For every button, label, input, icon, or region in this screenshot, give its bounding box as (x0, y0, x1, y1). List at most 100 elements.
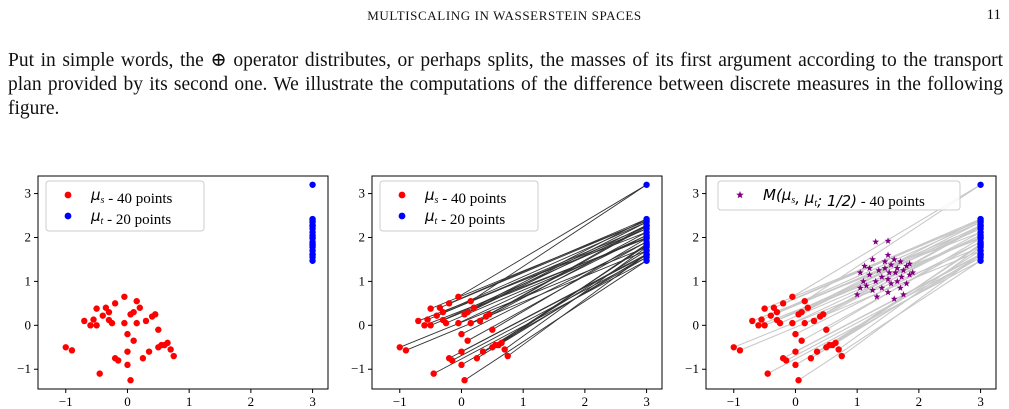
midpoint-star (906, 271, 914, 278)
midpoint-star (896, 258, 904, 265)
midpoint-star (875, 266, 883, 274)
target-point (643, 223, 650, 230)
transport-line (801, 221, 981, 313)
transport-line (798, 224, 981, 315)
source-point (776, 319, 784, 327)
legend-marker-dot (64, 191, 72, 199)
legend-label: μs - 40 points (90, 186, 173, 207)
source-point (455, 319, 462, 327)
transport-line (492, 237, 647, 331)
midpoint-star (890, 295, 898, 302)
source-point (427, 305, 434, 312)
midpoint-star (896, 284, 904, 291)
midpoint-star (861, 262, 868, 269)
target-point (643, 217, 650, 224)
midpoint-star (881, 258, 889, 265)
source-point (96, 370, 103, 377)
legend: M(μs, μt; 1/2) - 40 points (717, 180, 961, 211)
source-point (458, 330, 465, 338)
source-point (838, 352, 845, 360)
source-point (820, 311, 827, 318)
source-point (396, 344, 403, 351)
y-tick-label: 2 (693, 229, 700, 244)
legend-marker-star (736, 191, 744, 199)
source-point (504, 352, 511, 360)
source-point (145, 348, 153, 355)
y-tick-label: 0 (25, 317, 32, 332)
target-point (309, 217, 316, 224)
legend-label: μt - 20 points (424, 207, 505, 228)
transport-line (473, 218, 647, 309)
midpoint-star (906, 260, 914, 267)
source-point (142, 317, 150, 325)
source-point (755, 322, 762, 329)
transport-line (773, 220, 981, 309)
source-point (479, 348, 487, 355)
source-point (467, 297, 474, 305)
transport-line (501, 243, 647, 344)
midpoint-star (859, 277, 867, 285)
source-point (458, 348, 465, 355)
target-points (977, 181, 984, 264)
transport-line (838, 246, 981, 350)
source-point (792, 348, 799, 355)
source-point (121, 319, 128, 327)
source-point (792, 330, 799, 338)
x-tick-label: 0 (792, 394, 799, 409)
source-point (795, 377, 802, 384)
midpoint-star (856, 269, 864, 276)
midpoint-star (903, 280, 910, 287)
legend-text-part: - 40 points (438, 191, 506, 207)
legend-text-part: - 40 points (104, 191, 172, 207)
source-point (489, 326, 496, 333)
midpoint-star (872, 277, 880, 285)
transport-line (782, 218, 981, 304)
target-point (977, 234, 984, 241)
legend-box (45, 180, 205, 232)
x-tick-label: 2 (582, 394, 589, 409)
midpoint-star (890, 255, 898, 263)
source-point (439, 308, 447, 316)
source-point (458, 361, 465, 369)
transport-line (489, 224, 647, 315)
target-points (309, 181, 316, 264)
legend-label: μs - 40 points (424, 186, 507, 207)
source-point (798, 337, 805, 344)
x-tick-label: 2 (248, 394, 255, 409)
transport-lines (399, 184, 647, 381)
source-point (764, 370, 771, 377)
source-point (832, 339, 839, 347)
target-point (977, 257, 984, 264)
target-point (977, 251, 984, 259)
y-tick-label: −1 (17, 361, 31, 376)
legend-text-part: μ (424, 186, 435, 204)
y-tick-label: 1 (359, 273, 366, 288)
source-point (779, 300, 787, 307)
source-point (124, 330, 131, 338)
x-tick-label: 3 (309, 394, 316, 409)
source-points (62, 293, 177, 384)
source-point (136, 304, 144, 311)
source-point (402, 347, 410, 354)
source-point (124, 361, 131, 369)
midpoint-star (893, 264, 901, 272)
body-paragraph: Put in simple words, the ⊕ operator dist… (8, 50, 1003, 119)
source-point (430, 370, 437, 377)
target-point (977, 223, 984, 230)
legend-text-part: ; 1/2) (817, 192, 857, 210)
source-point (133, 319, 140, 327)
source-point (810, 317, 818, 325)
transport-line (461, 241, 647, 335)
transport-line (464, 224, 647, 315)
source-point (461, 377, 468, 384)
transport-line (835, 243, 981, 344)
midpoint-star (884, 251, 892, 258)
midpoint-star (887, 261, 895, 268)
source-point (736, 347, 744, 354)
transport-line (504, 246, 647, 350)
source-point (761, 305, 768, 312)
source-point (93, 322, 100, 329)
figure: −1 0 1 2 3 −1 0 1 2 3 μs - 40 points μt - 20 points… (0, 168, 1009, 409)
legend-marker-dot (398, 212, 406, 220)
